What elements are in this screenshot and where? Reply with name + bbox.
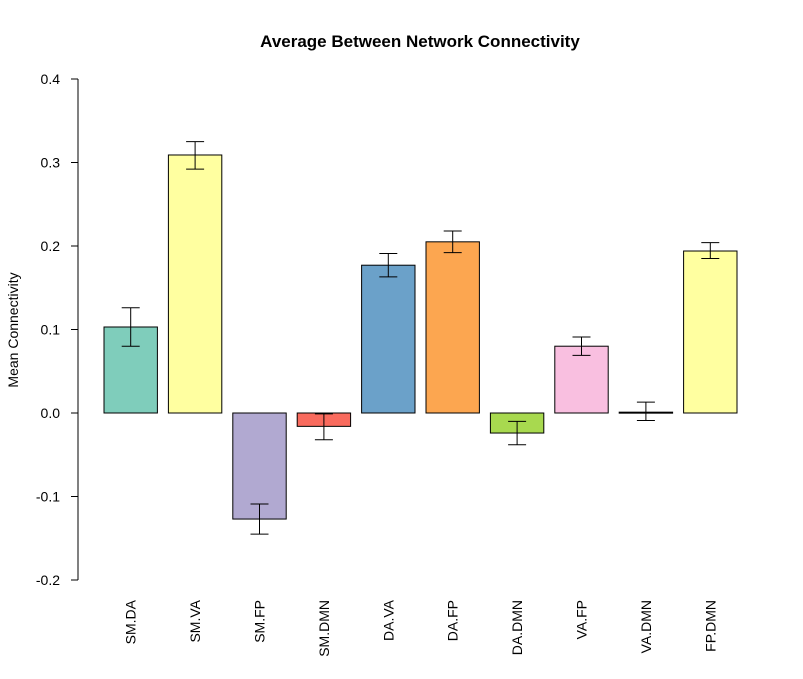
x-category-label: DA.DMN [509,600,525,655]
x-category-label: FP.DMN [702,600,718,652]
y-tick-label: 0.1 [41,322,61,338]
bar-sm-va [167,154,223,414]
x-category-label: DA.VA [380,599,396,641]
x-category-label: SM.VA [187,599,203,642]
x-category-label: VA.FP [574,600,590,639]
bar-va-fp [554,345,609,414]
chart-title: Average Between Network Connectivity [260,32,580,51]
bar-da-va [361,264,416,414]
y-tick-label: -0.2 [36,572,60,588]
x-category-label: DA.FP [445,600,461,641]
y-tick-label: 0.3 [41,155,61,171]
y-axis-ticks: -0.2 -0.1 0.0 0.1 0.2 0.3 0.4 [36,71,78,588]
y-tick-label: 0.4 [41,71,61,87]
y-tick-label: 0.2 [41,238,61,254]
x-category-label: SM.DA [123,599,139,644]
x-category-label: SM.DMN [316,600,332,657]
bar-da-fp [425,241,480,414]
bar-sm-fp [232,412,287,520]
bar-fp-dmn [683,250,738,414]
bars-group [103,154,738,520]
y-tick-label: 0.0 [41,405,61,421]
x-category-label: VA.DMN [638,600,654,653]
y-axis-label: Mean Connectivity [5,272,21,387]
x-category-label: SM.FP [252,600,268,643]
category-labels: SM.DA SM.VA SM.FP SM.DMN DA.VA DA.FP DA.DMN VA.… [123,599,719,656]
y-tick-label: -0.1 [36,489,60,505]
error-bars-group [121,141,720,535]
